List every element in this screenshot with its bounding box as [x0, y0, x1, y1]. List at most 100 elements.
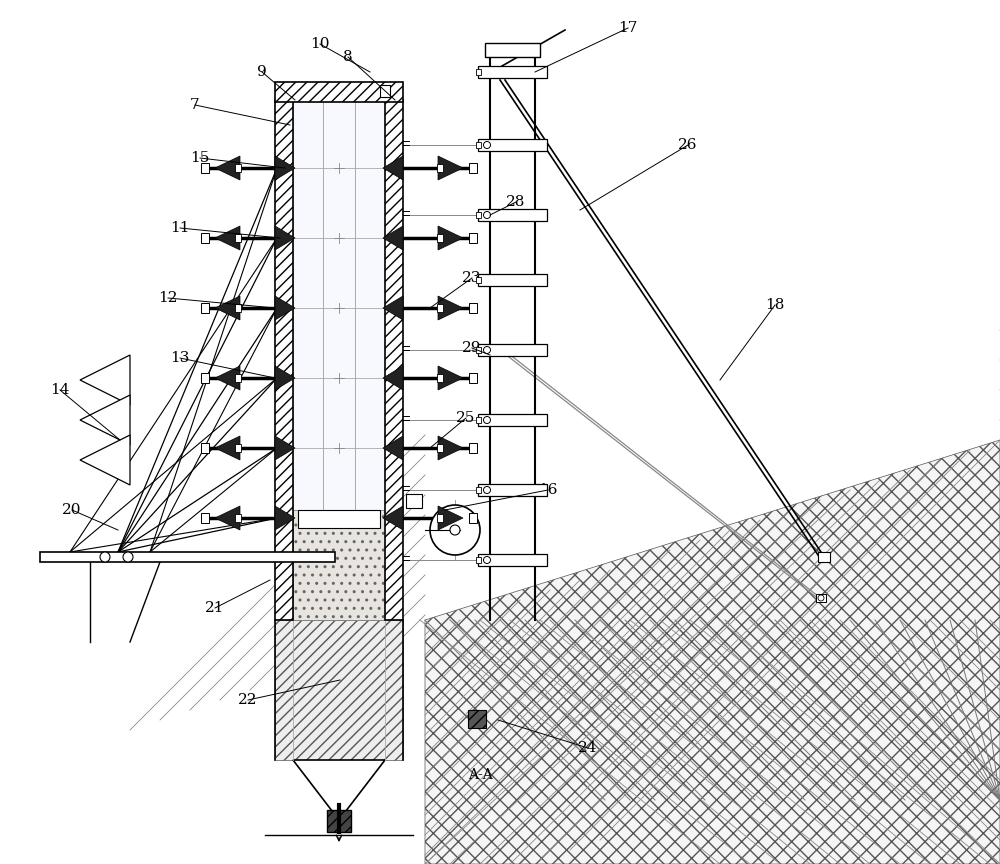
- Text: 18: 18: [765, 298, 785, 312]
- Polygon shape: [275, 296, 295, 320]
- Bar: [469, 373, 477, 383]
- Text: 15: 15: [190, 151, 210, 165]
- Polygon shape: [438, 296, 463, 320]
- Bar: [437, 234, 443, 242]
- Bar: [476, 487, 481, 493]
- Polygon shape: [215, 436, 240, 460]
- Bar: [380, 85, 390, 97]
- Polygon shape: [383, 506, 403, 530]
- Bar: [293, 510, 385, 620]
- Polygon shape: [215, 506, 240, 530]
- Bar: [406, 494, 422, 508]
- Circle shape: [450, 525, 460, 535]
- Bar: [478, 274, 547, 286]
- Polygon shape: [215, 156, 240, 180]
- Bar: [478, 209, 547, 221]
- Bar: [476, 212, 481, 218]
- Bar: [201, 163, 209, 173]
- Polygon shape: [383, 436, 403, 460]
- Polygon shape: [438, 366, 463, 390]
- Polygon shape: [80, 355, 130, 405]
- Bar: [485, 43, 540, 57]
- Text: 10: 10: [310, 37, 330, 51]
- Text: 8: 8: [343, 50, 353, 64]
- Bar: [235, 304, 241, 312]
- Polygon shape: [80, 435, 130, 485]
- Polygon shape: [215, 296, 240, 320]
- Polygon shape: [215, 366, 240, 390]
- Bar: [478, 554, 547, 566]
- Bar: [201, 513, 209, 523]
- Circle shape: [100, 552, 110, 562]
- Bar: [235, 374, 241, 382]
- Polygon shape: [425, 440, 1000, 864]
- Circle shape: [484, 142, 490, 149]
- Text: 11: 11: [170, 221, 190, 235]
- Bar: [469, 233, 477, 243]
- Polygon shape: [293, 760, 385, 820]
- Bar: [478, 344, 547, 356]
- Polygon shape: [383, 226, 403, 250]
- Circle shape: [484, 346, 490, 353]
- Polygon shape: [275, 620, 403, 760]
- Bar: [478, 66, 547, 78]
- Bar: [476, 347, 481, 353]
- Bar: [201, 443, 209, 453]
- Bar: [327, 810, 351, 832]
- Text: 29: 29: [462, 341, 482, 355]
- Polygon shape: [438, 436, 463, 460]
- Bar: [235, 444, 241, 452]
- Text: 12: 12: [158, 291, 178, 305]
- Polygon shape: [438, 506, 463, 530]
- Polygon shape: [275, 226, 295, 250]
- Bar: [437, 304, 443, 312]
- Bar: [235, 234, 241, 242]
- Bar: [469, 513, 477, 523]
- Bar: [476, 142, 481, 148]
- Text: 22: 22: [238, 693, 258, 707]
- Bar: [201, 233, 209, 243]
- Bar: [201, 303, 209, 313]
- Bar: [476, 277, 481, 283]
- Text: 25: 25: [456, 411, 476, 425]
- Bar: [201, 373, 209, 383]
- Polygon shape: [383, 296, 403, 320]
- Polygon shape: [275, 436, 295, 460]
- Bar: [437, 374, 443, 382]
- Polygon shape: [438, 226, 463, 250]
- Bar: [476, 69, 481, 75]
- Bar: [385, 100, 403, 620]
- Circle shape: [818, 595, 824, 601]
- Bar: [235, 164, 241, 172]
- Text: 21: 21: [205, 601, 225, 615]
- Bar: [478, 484, 547, 496]
- Polygon shape: [80, 395, 130, 445]
- Bar: [275, 100, 293, 620]
- Text: 23: 23: [462, 271, 482, 285]
- Bar: [293, 100, 385, 620]
- Circle shape: [484, 556, 490, 563]
- Bar: [469, 303, 477, 313]
- Bar: [40, 552, 335, 562]
- Circle shape: [430, 505, 480, 555]
- Bar: [816, 594, 826, 602]
- Polygon shape: [215, 226, 240, 250]
- Text: 20: 20: [62, 503, 82, 517]
- Circle shape: [484, 416, 490, 423]
- Circle shape: [484, 486, 490, 493]
- Text: A-A: A-A: [468, 768, 492, 782]
- Text: 7: 7: [190, 98, 200, 112]
- Bar: [437, 164, 443, 172]
- Bar: [478, 139, 547, 151]
- Circle shape: [123, 552, 133, 562]
- Bar: [275, 82, 403, 102]
- Polygon shape: [275, 366, 295, 390]
- Text: 14: 14: [50, 383, 70, 397]
- Bar: [469, 443, 477, 453]
- Text: 13: 13: [170, 351, 190, 365]
- Polygon shape: [438, 156, 463, 180]
- Bar: [469, 163, 477, 173]
- Bar: [437, 444, 443, 452]
- Text: 26: 26: [678, 138, 698, 152]
- Bar: [235, 514, 241, 522]
